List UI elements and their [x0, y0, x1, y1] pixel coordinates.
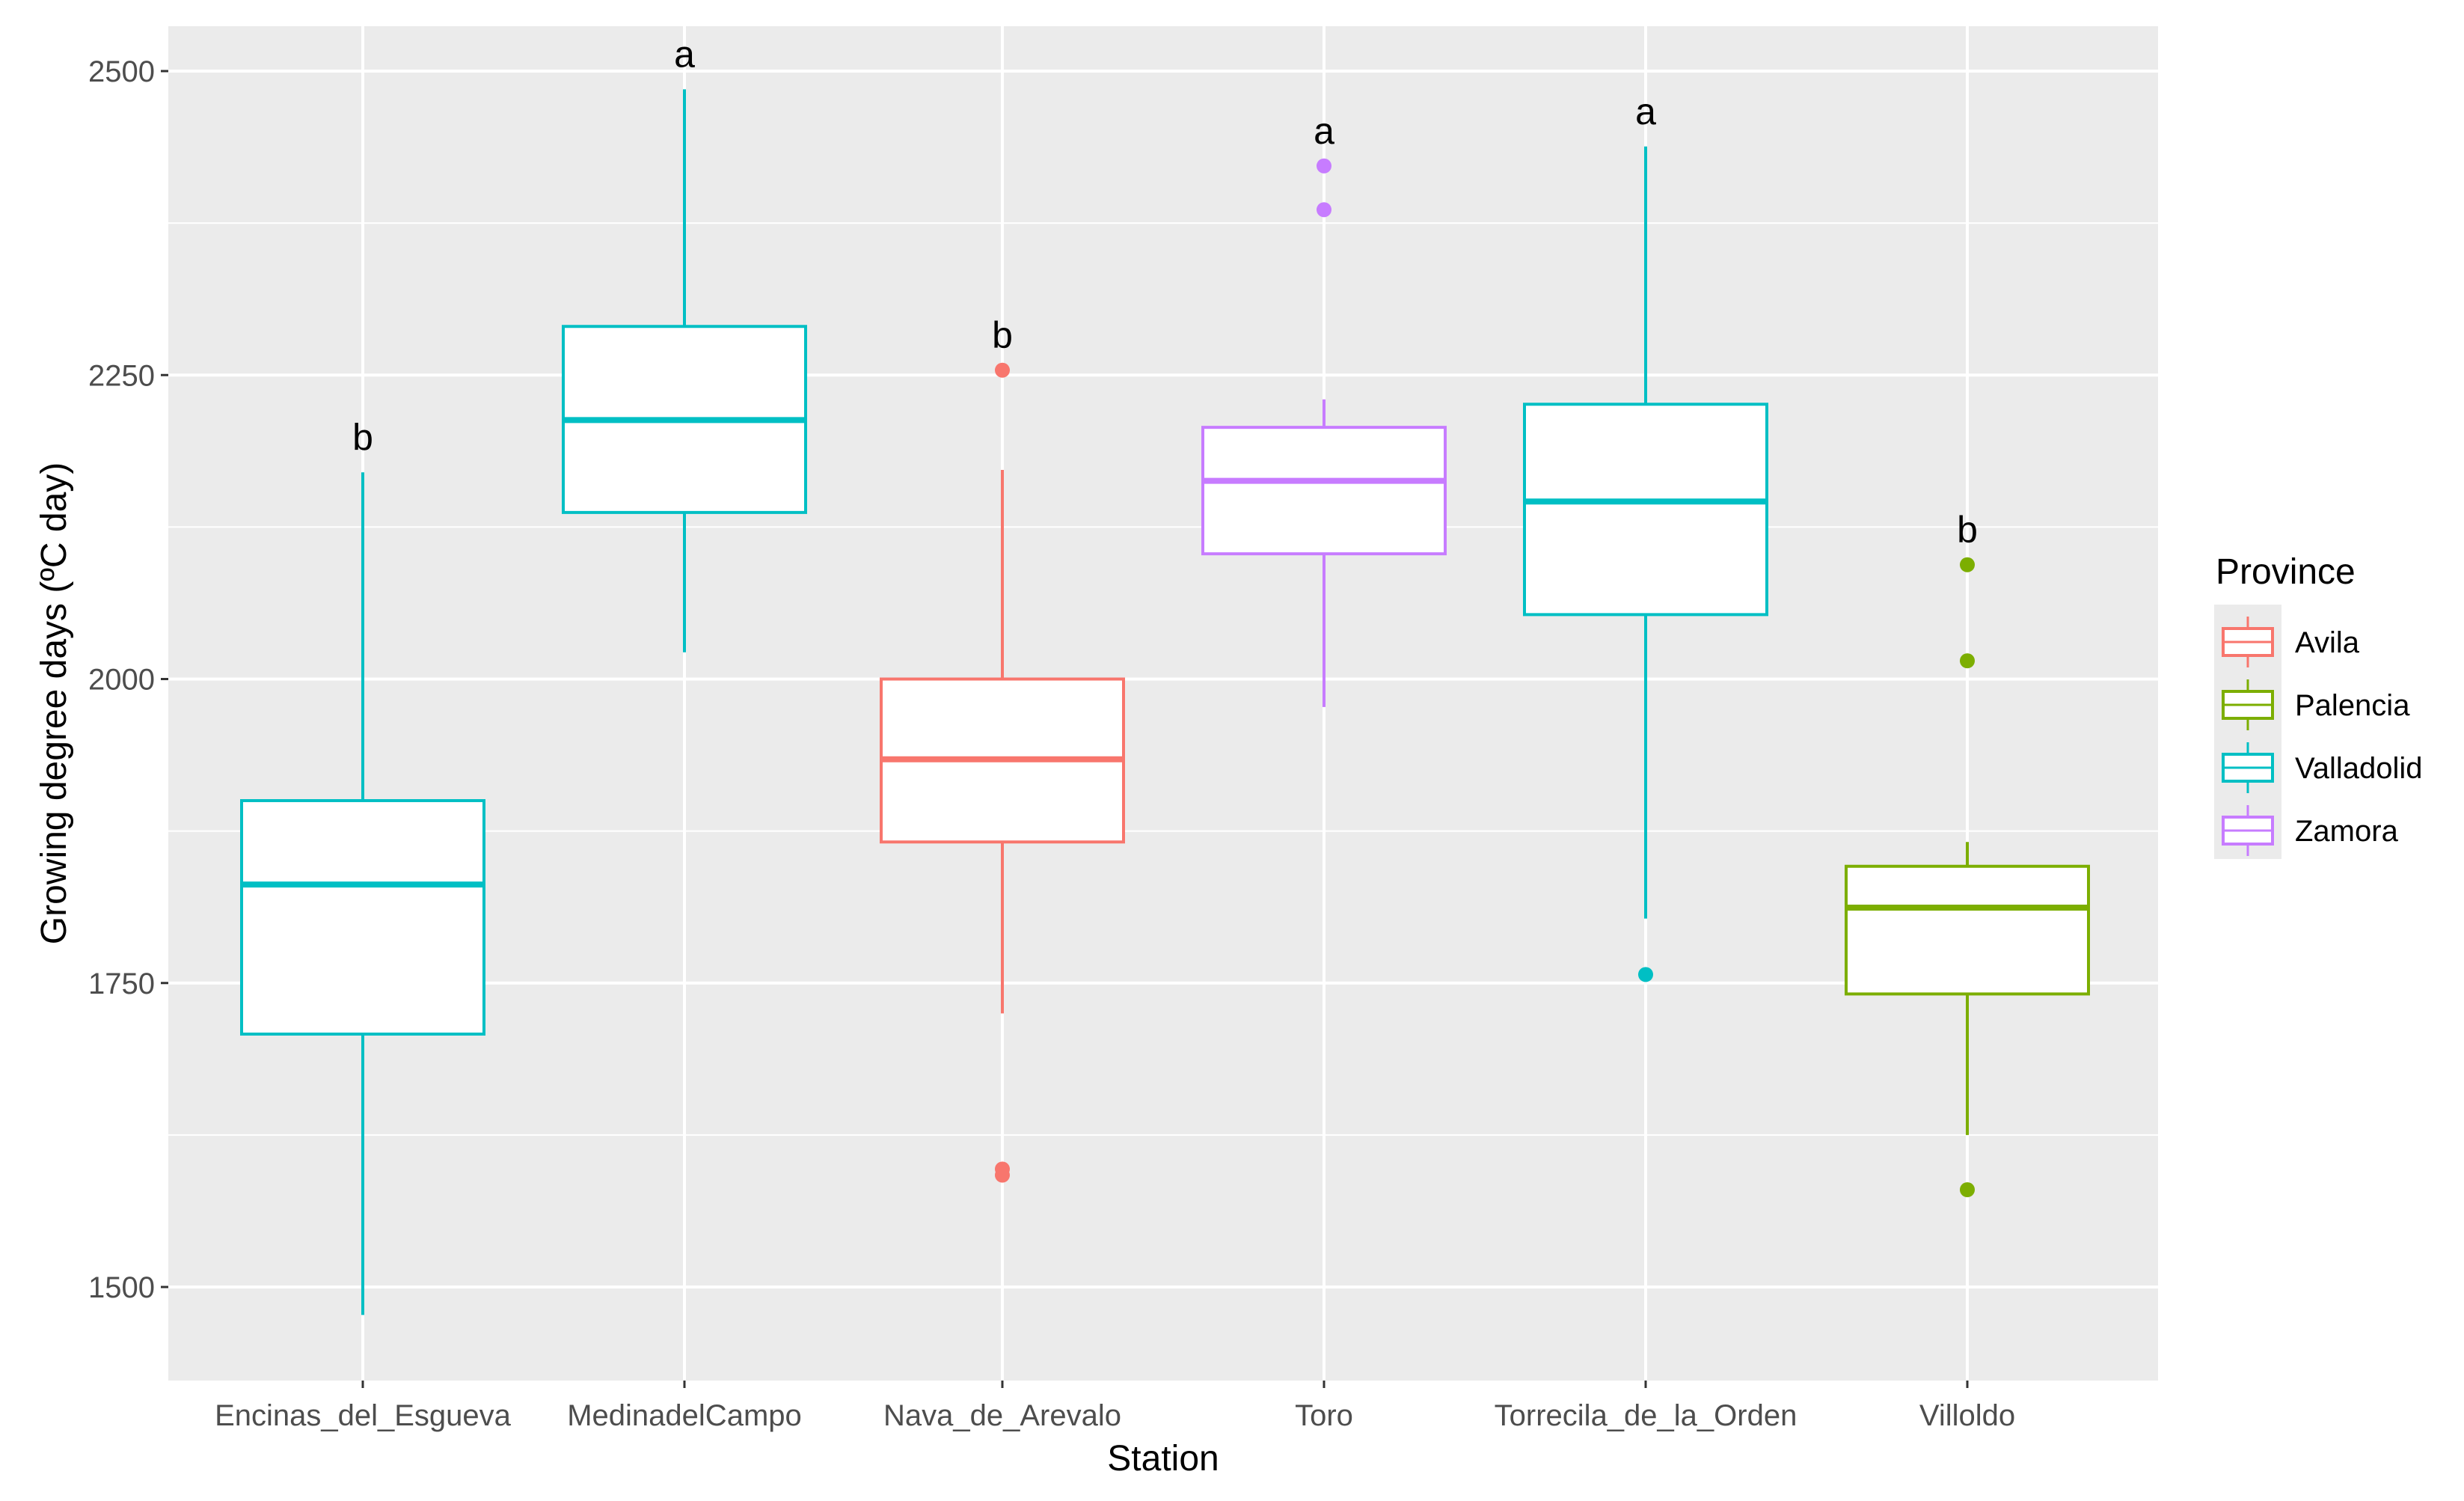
outlier-point — [1960, 653, 1975, 669]
significance-letter: b — [992, 314, 1013, 356]
outlier-point — [1317, 202, 1331, 218]
legend-title: Province — [2216, 552, 2356, 592]
outlier-point — [1960, 557, 1975, 572]
box-iqr — [1201, 426, 1447, 556]
box-group: b a b a a b — [240, 33, 2090, 1315]
y-tick-label: 2250 — [88, 359, 155, 392]
x-tick-label: Villoldo — [1919, 1399, 2015, 1432]
x-tick-label: MedinadelCampo — [567, 1399, 802, 1432]
box-Toro: a — [1201, 110, 1447, 707]
significance-letter: b — [352, 416, 373, 458]
x-axis-title: Station — [1107, 1439, 1219, 1479]
x-tick-label: Nava_de_Arevalo — [883, 1399, 1121, 1432]
outlier-point — [995, 362, 1010, 378]
box-Villoldo: b — [1845, 509, 2090, 1197]
legend-label: Avila — [2295, 626, 2360, 659]
x-tick-label: Encinas_del_Esgueva — [215, 1399, 512, 1432]
y-tick-label: 1500 — [88, 1271, 155, 1304]
significance-letter: a — [674, 33, 695, 75]
y-tick-label: 1750 — [88, 967, 155, 1000]
box-Nava_de_Arevalo: b — [880, 314, 1125, 1183]
box-Encinas_del_Esgueva: b — [240, 416, 485, 1315]
box-iqr — [1523, 403, 1768, 617]
box-iqr — [1845, 864, 2090, 996]
legend-label: Valladolid — [2295, 752, 2423, 785]
box-Torrecila_de_la_Orden: a — [1523, 91, 1768, 982]
y-tick-label: 2000 — [88, 664, 155, 697]
plot-panel — [168, 26, 2158, 1381]
legend-key-avila — [2222, 617, 2274, 667]
outlier-point — [995, 1167, 1010, 1183]
legend-key-valladolid — [2222, 742, 2274, 793]
x-tick-label: Torrecila_de_la_Orden — [1495, 1399, 1798, 1432]
legend-label: Zamora — [2295, 815, 2399, 848]
y-tick-label: 2500 — [88, 55, 155, 88]
legend-key-zamora — [2222, 805, 2274, 856]
y-axis-title: Growing degree days (ºC day) — [34, 462, 74, 944]
significance-letter: b — [1957, 509, 1978, 551]
axis-ticks: 1500 1750 2000 2250 2500 Encinas_del_Esgueva M… — [88, 55, 2015, 1432]
significance-letter: a — [1314, 110, 1334, 152]
box-MedinadelCampo: a — [562, 33, 807, 652]
box-iqr — [240, 799, 485, 1036]
x-tick-label: Toro — [1295, 1399, 1353, 1432]
outlier-point — [1638, 967, 1653, 982]
legend-label: Palencia — [2295, 689, 2410, 722]
significance-letter: a — [1635, 91, 1656, 132]
outlier-point — [1960, 1182, 1975, 1197]
legend: Province Avila Palencia Valladolid Zamora — [2214, 552, 2423, 859]
outlier-point — [1317, 158, 1331, 174]
legend-key-palencia — [2222, 679, 2274, 730]
